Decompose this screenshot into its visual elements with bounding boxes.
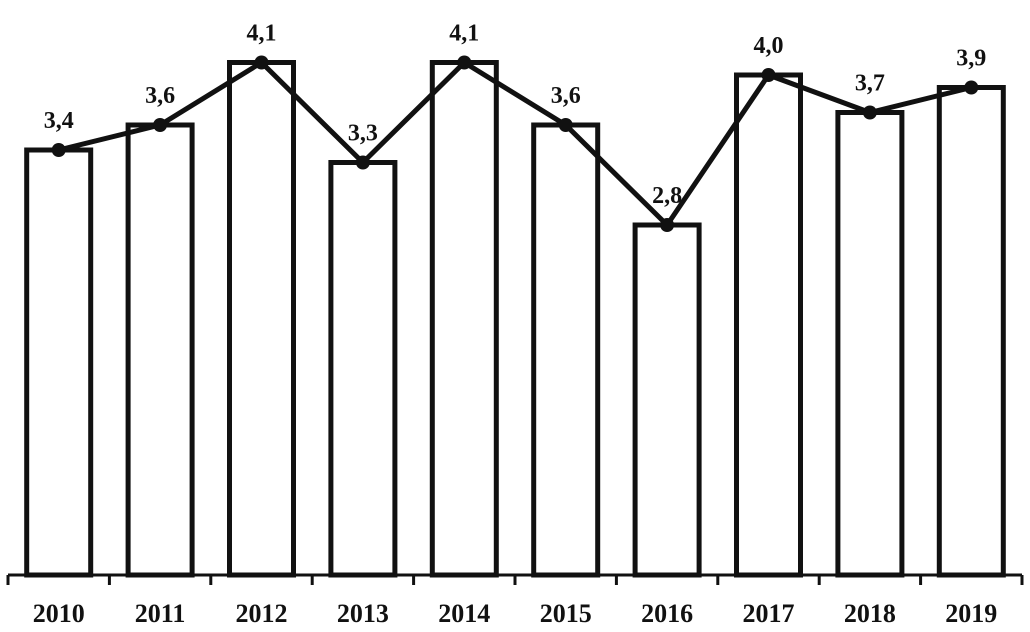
- value-label-2016: 2,8: [652, 183, 682, 209]
- value-label-2011: 3,6: [145, 83, 175, 109]
- bars-group: [24, 60, 1006, 578]
- point-2018: [862, 105, 877, 120]
- bar-2013: [328, 160, 398, 578]
- value-label-2015: 3,6: [551, 83, 581, 109]
- bar-2016: [632, 222, 702, 578]
- value-label-2014: 4,1: [449, 21, 479, 47]
- x-label-2017: 2017: [743, 599, 795, 628]
- x-label-2019: 2019: [945, 599, 997, 628]
- bar-2018: [835, 110, 905, 578]
- point-2010: [51, 143, 66, 157]
- point-2019: [964, 80, 979, 95]
- points-group: [51, 55, 979, 232]
- value-label-2018: 3,7: [855, 71, 885, 97]
- value-label-2010: 3,4: [44, 108, 74, 134]
- point-2012: [254, 55, 269, 70]
- point-2017: [761, 68, 776, 82]
- bar-2014: [429, 60, 499, 578]
- x-label-2016: 2016: [641, 599, 693, 628]
- bar-2019: [936, 85, 1006, 578]
- point-2011: [153, 118, 168, 132]
- point-2016: [660, 218, 675, 232]
- bar-2010: [24, 147, 94, 578]
- x-labels-group: 2010 2011 2012 2013 2014 2015 2016 2017 2018 2019: [33, 599, 998, 628]
- value-label-2019: 3,9: [956, 46, 986, 72]
- bar-2011: [125, 122, 195, 578]
- x-label-2010: 2010: [33, 599, 85, 628]
- x-label-2015: 2015: [540, 599, 592, 628]
- x-label-2011: 2011: [135, 599, 186, 628]
- value-label-2013: 3,3: [348, 121, 378, 147]
- value-label-2012: 4,1: [247, 21, 277, 47]
- point-2015: [558, 118, 573, 132]
- x-label-2018: 2018: [844, 599, 896, 628]
- x-label-2012: 2012: [236, 599, 288, 628]
- point-2013: [355, 155, 370, 170]
- bar-2012: [227, 60, 296, 578]
- bar-2015: [531, 122, 601, 578]
- bar-2017: [734, 72, 803, 578]
- x-label-2014: 2014: [438, 599, 490, 628]
- point-2014: [457, 55, 472, 70]
- trend-line: [58, 60, 972, 228]
- x-ticks-group: [6, 575, 1024, 585]
- value-label-2017: 4,0: [754, 33, 784, 59]
- x-label-2013: 2013: [337, 599, 389, 628]
- value-labels-group: 3,4 3,6 4,1 3,3 4,1 3,6 2,8 4,0 3,7 3,9: [44, 21, 987, 210]
